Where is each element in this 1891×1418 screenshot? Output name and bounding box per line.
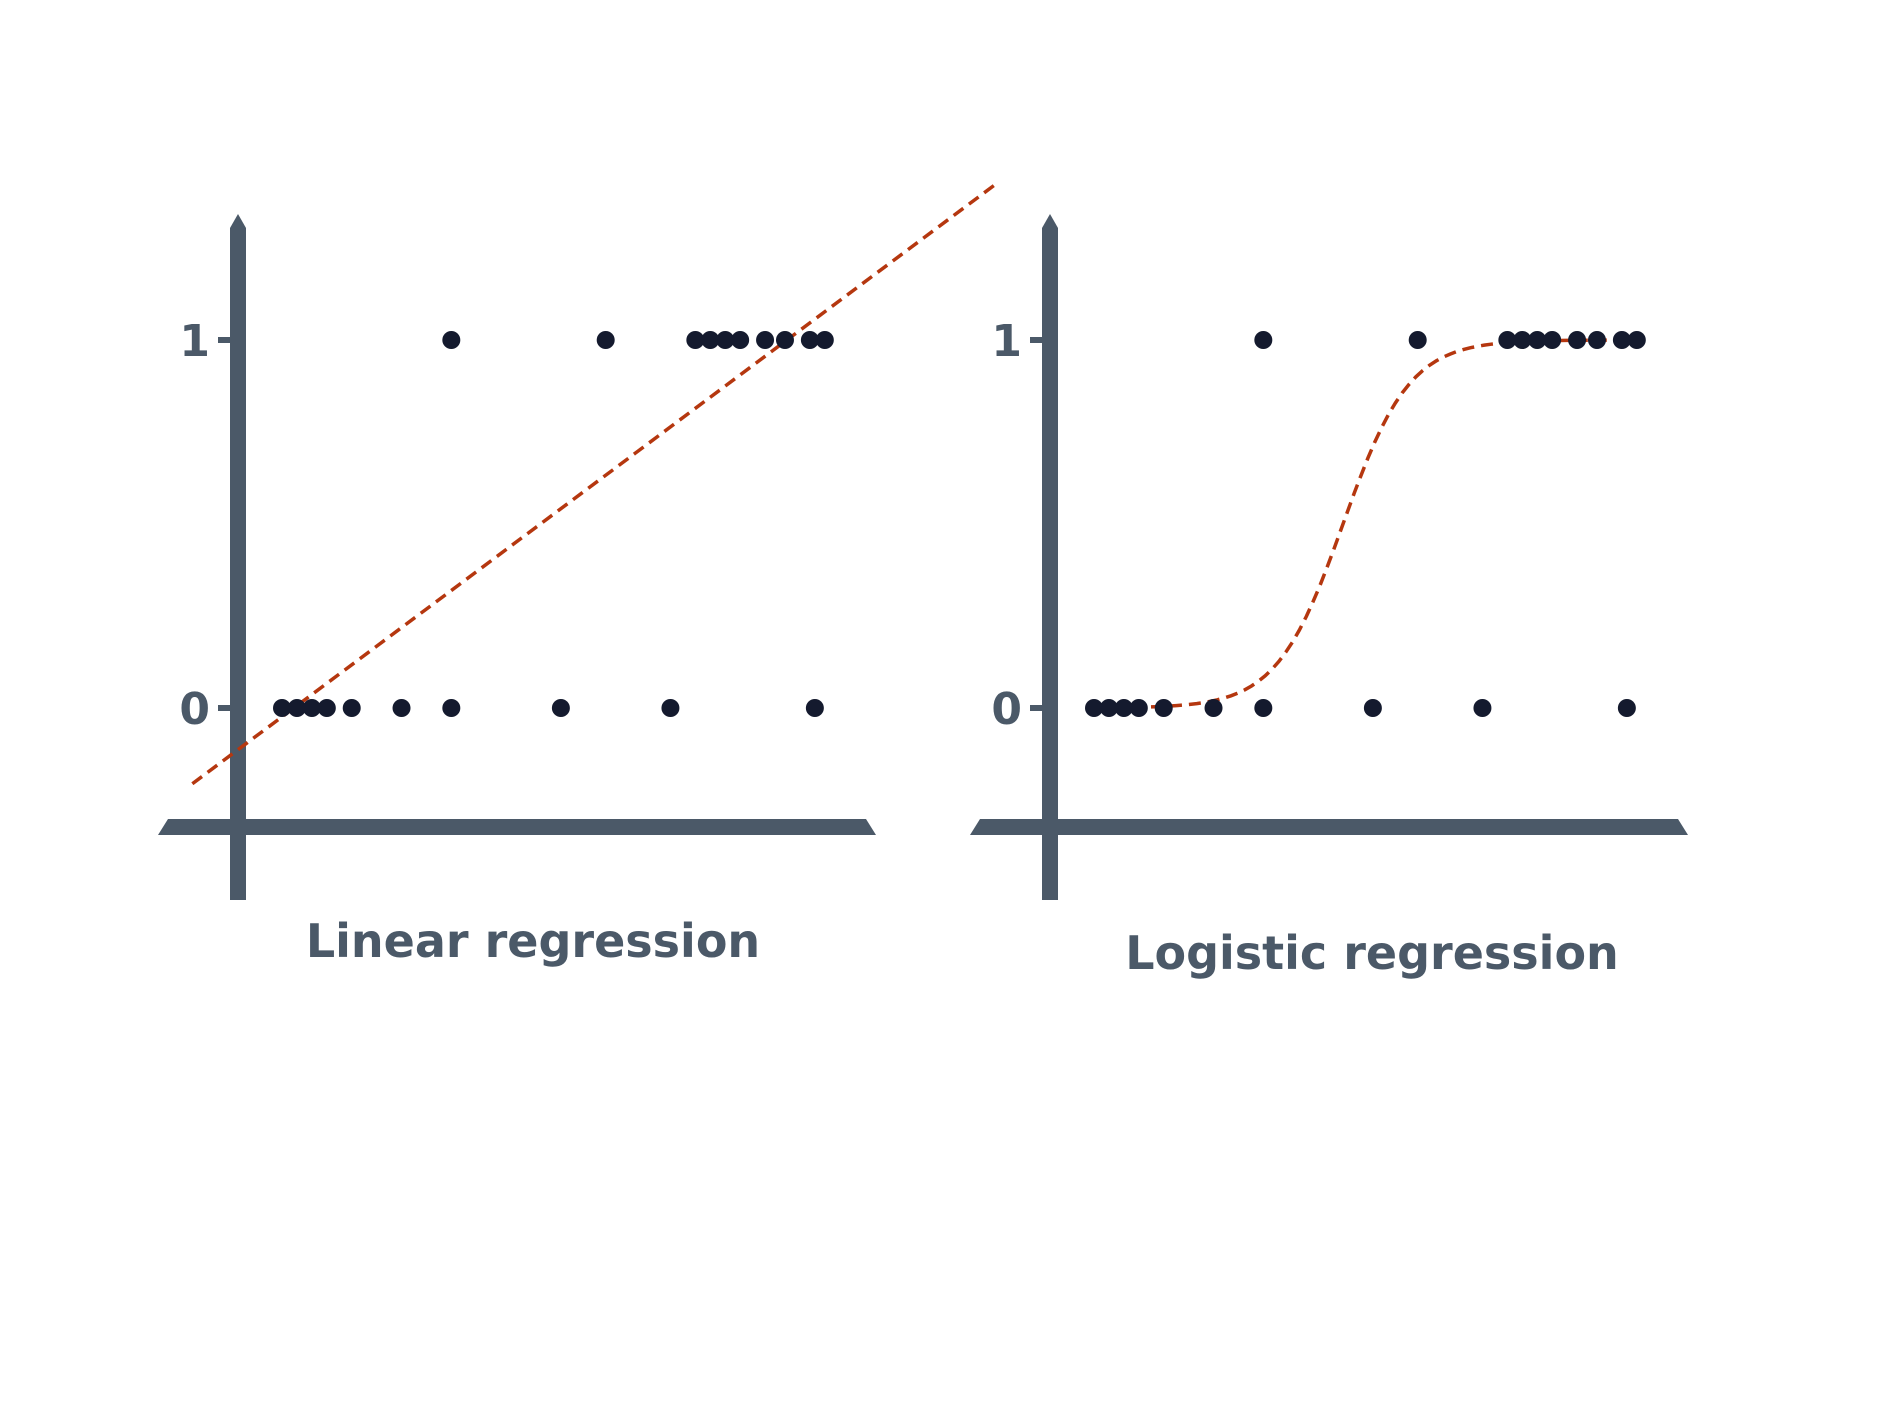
data-point xyxy=(1513,331,1532,349)
data-point xyxy=(815,331,834,349)
data-point xyxy=(1254,331,1273,349)
y-tick-label-0: 0 xyxy=(991,684,1022,735)
data-point xyxy=(1528,331,1547,349)
data-point xyxy=(342,699,361,717)
y-tick-0 xyxy=(218,705,240,711)
logistic-regression-title: Logistic regression xyxy=(1125,926,1619,980)
y-axis xyxy=(1042,214,1058,900)
data-point xyxy=(1204,699,1223,717)
data-point xyxy=(1543,331,1562,349)
data-point xyxy=(1473,699,1492,717)
y-tick-0 xyxy=(1030,705,1052,711)
data-point xyxy=(1085,699,1103,717)
logistic-regression-panel: Logistic regression 0 1 xyxy=(970,214,1688,980)
data-point xyxy=(1627,331,1646,349)
data-point xyxy=(661,699,680,717)
data-point xyxy=(302,699,321,717)
y-tick-label-1: 1 xyxy=(991,316,1022,367)
data-point xyxy=(442,699,461,717)
data-point xyxy=(1408,331,1427,349)
y-tick-1 xyxy=(218,337,240,343)
data-point xyxy=(1587,331,1606,349)
linear-regression-panel: Linear regression 0 1 xyxy=(158,180,1001,968)
data-point xyxy=(1498,331,1517,349)
data-point xyxy=(551,699,570,717)
linear-fit-line xyxy=(191,180,1001,786)
data-point xyxy=(686,331,705,349)
data-point xyxy=(1099,699,1118,717)
linear-regression-title: Linear regression xyxy=(306,914,760,968)
data-point xyxy=(775,331,794,349)
data-point xyxy=(1363,699,1382,717)
data-point xyxy=(1254,699,1273,717)
x-axis xyxy=(158,819,876,835)
data-point xyxy=(1568,331,1587,349)
y-axis xyxy=(230,214,246,900)
data-point xyxy=(442,331,461,349)
y-tick-1 xyxy=(1030,337,1052,343)
data-point xyxy=(1114,699,1133,717)
data-point xyxy=(756,331,775,349)
y-tick-label-1: 1 xyxy=(179,316,210,367)
x-axis xyxy=(970,819,1688,835)
y-tick-label-0: 0 xyxy=(179,684,210,735)
data-point xyxy=(805,699,824,717)
logistic-fit-line xyxy=(1094,338,1642,710)
data-point xyxy=(317,699,336,717)
data-point xyxy=(287,699,306,717)
data-point xyxy=(392,699,411,717)
data-point xyxy=(800,331,819,349)
data-point xyxy=(1617,699,1636,717)
data-point xyxy=(716,331,735,349)
data-point xyxy=(1154,699,1173,717)
data-point xyxy=(731,331,750,349)
data-point xyxy=(701,331,720,349)
data-point xyxy=(1129,699,1148,717)
data-point xyxy=(273,699,291,717)
data-point xyxy=(1612,331,1631,349)
data-point xyxy=(596,331,615,349)
